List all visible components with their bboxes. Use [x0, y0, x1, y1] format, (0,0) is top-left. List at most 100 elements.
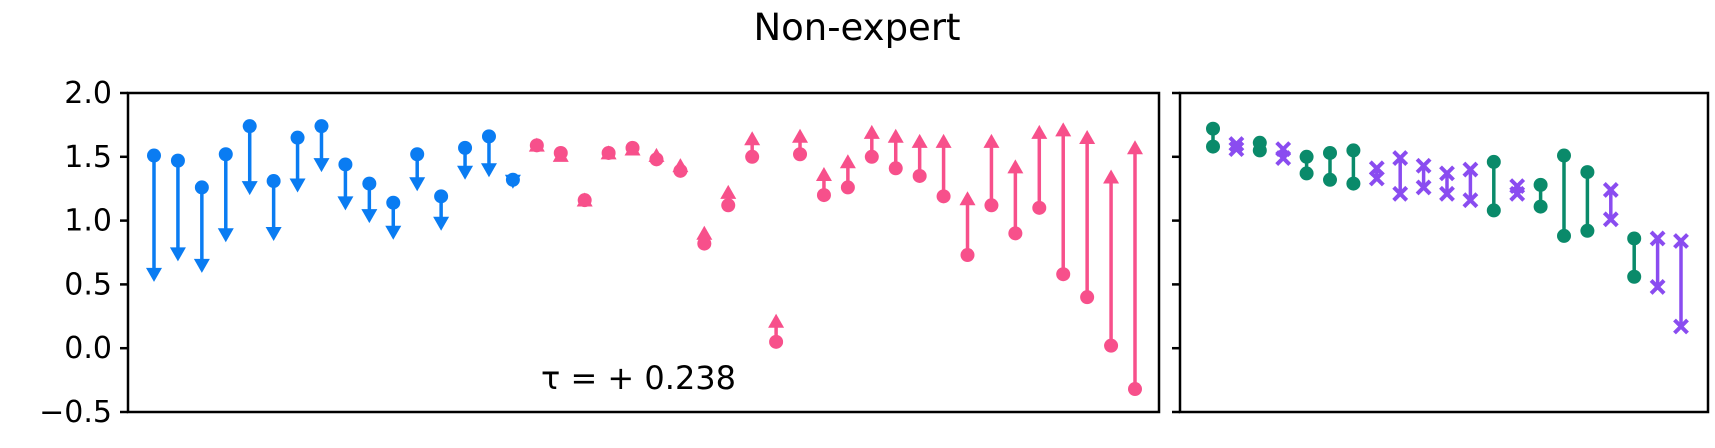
arrow-head: [1007, 159, 1024, 174]
arrow-up: [1055, 122, 1072, 282]
dumbbell-dot: [1486, 203, 1501, 218]
start-point: [1032, 200, 1047, 215]
arrow-head: [815, 167, 832, 182]
start-point: [888, 161, 903, 176]
arrow-head: [935, 133, 952, 148]
start-point: [290, 130, 305, 145]
arrow-head: [911, 133, 928, 148]
arrow-head: [169, 247, 186, 262]
start-point: [745, 149, 760, 164]
y-tick-label: 1.0: [64, 204, 112, 239]
dumbbell-cross: [1602, 211, 1619, 228]
arrow-head: [1079, 130, 1096, 145]
dumbbell-cross: [1673, 233, 1689, 249]
dumbbell-cross: [1462, 161, 1479, 178]
arrow-down: [265, 174, 282, 242]
arrow-up: [792, 128, 809, 162]
dumbbell-cross: [1462, 192, 1479, 209]
arrow-head: [839, 154, 856, 169]
arrow-head: [624, 141, 641, 156]
arrow-up: [624, 140, 641, 156]
y-tick-label: −0.5: [39, 395, 112, 430]
arrow-head: [146, 267, 162, 282]
arrow-down: [504, 172, 521, 189]
start-point: [242, 119, 257, 134]
dumbbell-cross: [1392, 185, 1409, 202]
right-panel-marks: [1206, 121, 1689, 335]
start-point: [147, 148, 161, 163]
dumbbell-purple: [1673, 233, 1689, 335]
arrow-head: [672, 158, 689, 173]
right-panel-frame: [1178, 91, 1710, 414]
arrow-down: [193, 180, 210, 273]
start-point: [458, 140, 473, 155]
dumbbell-cross: [1649, 279, 1666, 295]
arrow-head: [217, 228, 234, 243]
start-point: [864, 149, 879, 164]
dumbbell-green: [1206, 121, 1220, 154]
start-point: [984, 198, 999, 213]
start-point: [960, 248, 975, 263]
start-point: [410, 147, 425, 162]
dumbbell-cross: [1415, 179, 1432, 196]
y-tick-label: 1.5: [64, 140, 112, 175]
arrow-head: [313, 158, 330, 173]
start-point: [386, 195, 401, 210]
arrow-up: [959, 191, 976, 263]
dumbbell-green: [1627, 231, 1642, 284]
arrow-head: [983, 133, 1000, 148]
dumbbell-purple: [1509, 178, 1526, 202]
start-point: [170, 153, 185, 168]
arrow-head: [1127, 140, 1143, 155]
arrow-head: [720, 184, 737, 199]
start-point: [1056, 267, 1071, 282]
arrow-up: [576, 192, 593, 208]
arrow-head: [433, 216, 450, 231]
arrow-head: [1103, 169, 1120, 184]
arrow-up: [839, 154, 856, 195]
dumbbell-green: [1486, 154, 1501, 218]
start-point: [840, 180, 855, 195]
arrow-down: [457, 140, 474, 180]
left-panel-frame: [126, 91, 1161, 414]
chart-title: Non-expert: [753, 6, 960, 49]
arrow-head: [241, 181, 258, 196]
dumbbell-dot: [1206, 121, 1220, 136]
dumbbell-cross: [1649, 230, 1666, 247]
dumbbell-dot: [1627, 269, 1642, 284]
arrow-up: [672, 158, 689, 178]
arrow-down: [433, 189, 450, 231]
arrow-head: [744, 131, 761, 146]
dumbbell-dot: [1346, 176, 1361, 191]
dumbbell-cross: [1439, 185, 1455, 202]
dumbbell-green: [1252, 135, 1267, 158]
arrow-up: [1079, 130, 1096, 305]
dumbbell-dot: [1252, 135, 1267, 150]
y-axis-left: 2.0 1.5 1.0 0.5 0.0 −0.5: [39, 76, 128, 430]
dumbbell-purple: [1392, 150, 1409, 202]
dumbbell-cross: [1439, 165, 1455, 182]
y-axis-right: [1172, 91, 1180, 414]
arrow-head: [289, 178, 306, 193]
dumbbell-dot: [1299, 149, 1314, 164]
arrow-up: [863, 124, 880, 164]
dumbbell-purple: [1415, 157, 1432, 196]
arrow-up: [1007, 159, 1024, 241]
arrow-up: [935, 133, 952, 204]
start-point: [697, 236, 712, 251]
dumbbell-purple: [1649, 230, 1666, 295]
arrow-head: [409, 177, 426, 192]
arrow-head: [528, 137, 545, 152]
arrow-head: [648, 147, 665, 162]
y-tick-label: 0.0: [64, 331, 112, 366]
start-point: [362, 176, 377, 191]
start-point: [912, 168, 927, 183]
dumbbell-purple: [1439, 165, 1455, 202]
dumbbell-cross: [1392, 150, 1409, 166]
dumbbell-dot: [1580, 165, 1595, 180]
arrow-up: [744, 131, 761, 164]
start-point: [1104, 338, 1119, 353]
start-point: [793, 147, 808, 162]
dumbbell-purple: [1228, 136, 1245, 158]
